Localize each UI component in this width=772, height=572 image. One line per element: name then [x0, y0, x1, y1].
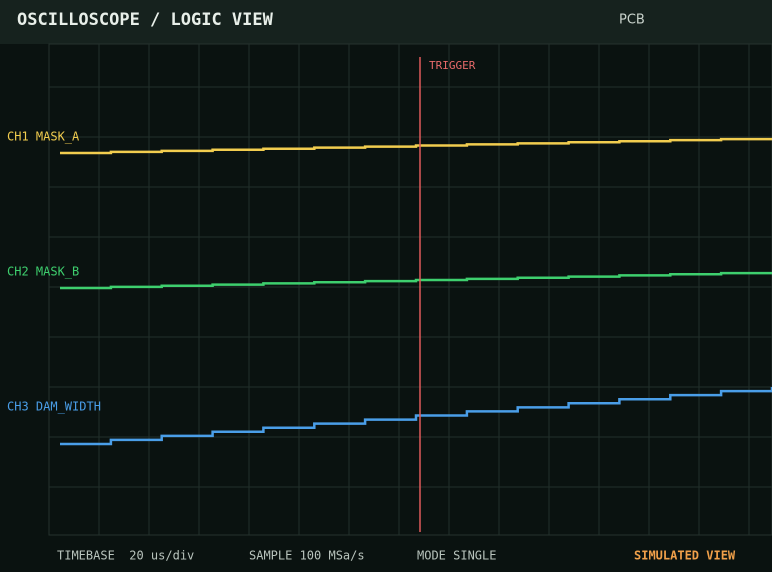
header-bar: [0, 0, 772, 44]
footer-item: TIMEBASE 20 us/div: [57, 549, 194, 563]
signal-trace: [60, 271, 772, 290]
footer-item: MODE SINGLE: [417, 549, 496, 563]
channel-label: CH2 MASK_B: [7, 265, 79, 279]
footer-item: SAMPLE 100 MSa/s: [249, 549, 365, 563]
header-badge: PCB: [619, 13, 645, 28]
plot-frame: [48, 43, 772, 536]
channel-label: CH3 DAM_WIDTH: [7, 400, 101, 414]
signal-trace: [60, 137, 772, 155]
trigger-label: TRIGGER: [429, 59, 476, 72]
header-title: OSCILLOSCOPE / LOGIC VIEW: [17, 10, 274, 30]
grid: [48, 43, 772, 536]
traces: [60, 137, 772, 446]
footer-status: SIMULATED VIEW: [634, 549, 736, 563]
signal-trace: [60, 387, 772, 446]
channel-label: CH1 MASK_A: [7, 130, 80, 144]
